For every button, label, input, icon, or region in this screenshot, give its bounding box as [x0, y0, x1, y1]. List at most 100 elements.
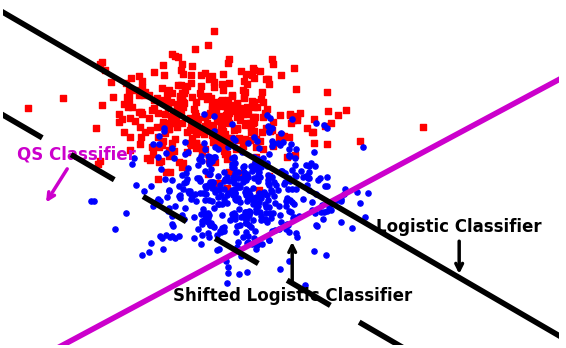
Point: [265, 128, 275, 134]
Point: [191, 142, 200, 148]
Point: [181, 205, 190, 211]
Point: [196, 94, 205, 99]
Point: [160, 99, 169, 105]
Point: [224, 120, 233, 125]
Point: [222, 280, 231, 286]
Point: [269, 180, 278, 185]
Point: [191, 199, 200, 204]
Point: [126, 134, 135, 140]
Point: [226, 135, 235, 140]
Point: [269, 194, 278, 199]
Point: [257, 213, 266, 219]
Point: [224, 270, 233, 276]
Point: [284, 222, 293, 228]
Point: [280, 171, 289, 176]
Point: [166, 113, 175, 118]
Point: [242, 186, 251, 192]
Point: [323, 141, 332, 146]
Point: [197, 83, 206, 89]
Point: [221, 114, 230, 120]
Point: [211, 144, 220, 150]
Point: [289, 117, 298, 123]
Point: [326, 120, 335, 125]
Point: [265, 174, 274, 179]
Point: [178, 94, 187, 99]
Point: [228, 162, 237, 168]
Point: [209, 79, 218, 85]
Point: [281, 226, 290, 231]
Point: [203, 211, 212, 216]
Point: [310, 149, 319, 155]
Point: [258, 114, 267, 119]
Point: [125, 87, 134, 92]
Point: [174, 54, 183, 60]
Point: [312, 191, 321, 197]
Point: [176, 82, 185, 88]
Point: [266, 115, 275, 120]
Point: [267, 174, 276, 180]
Point: [119, 102, 128, 107]
Point: [310, 211, 319, 216]
Point: [277, 133, 286, 138]
Point: [145, 157, 154, 163]
Point: [285, 208, 294, 214]
Point: [234, 272, 243, 277]
Point: [96, 158, 105, 164]
Point: [231, 170, 240, 176]
Point: [236, 222, 245, 228]
Point: [223, 97, 232, 103]
Point: [255, 145, 264, 151]
Point: [165, 188, 174, 193]
Point: [171, 117, 180, 122]
Point: [163, 194, 172, 199]
Point: [197, 212, 206, 217]
Point: [286, 209, 295, 215]
Point: [157, 142, 166, 148]
Point: [246, 195, 255, 201]
Point: [341, 107, 350, 113]
Point: [205, 76, 214, 82]
Point: [247, 164, 256, 169]
Point: [248, 65, 258, 71]
Point: [161, 169, 170, 174]
Point: [193, 226, 202, 231]
Point: [229, 214, 238, 220]
Point: [250, 128, 259, 133]
Point: [250, 195, 259, 200]
Point: [232, 100, 241, 105]
Point: [168, 90, 177, 96]
Point: [210, 154, 219, 159]
Point: [208, 180, 217, 185]
Point: [164, 104, 173, 109]
Point: [194, 175, 203, 180]
Point: [419, 125, 428, 130]
Point: [227, 188, 236, 193]
Point: [274, 140, 283, 145]
Point: [195, 177, 204, 182]
Point: [227, 121, 236, 127]
Point: [216, 104, 225, 109]
Point: [204, 127, 213, 133]
Point: [211, 186, 220, 191]
Point: [178, 186, 187, 192]
Point: [204, 161, 213, 167]
Point: [218, 143, 227, 148]
Point: [291, 230, 301, 236]
Point: [93, 161, 102, 167]
Point: [288, 199, 297, 204]
Point: [183, 149, 192, 155]
Point: [176, 111, 185, 117]
Point: [206, 222, 215, 228]
Point: [153, 155, 162, 160]
Point: [230, 155, 239, 160]
Point: [322, 208, 331, 214]
Point: [235, 206, 244, 212]
Point: [264, 177, 273, 183]
Point: [322, 89, 331, 95]
Point: [251, 154, 260, 160]
Point: [140, 89, 149, 95]
Point: [263, 192, 272, 198]
Point: [192, 131, 201, 136]
Point: [291, 162, 300, 168]
Point: [242, 209, 251, 215]
